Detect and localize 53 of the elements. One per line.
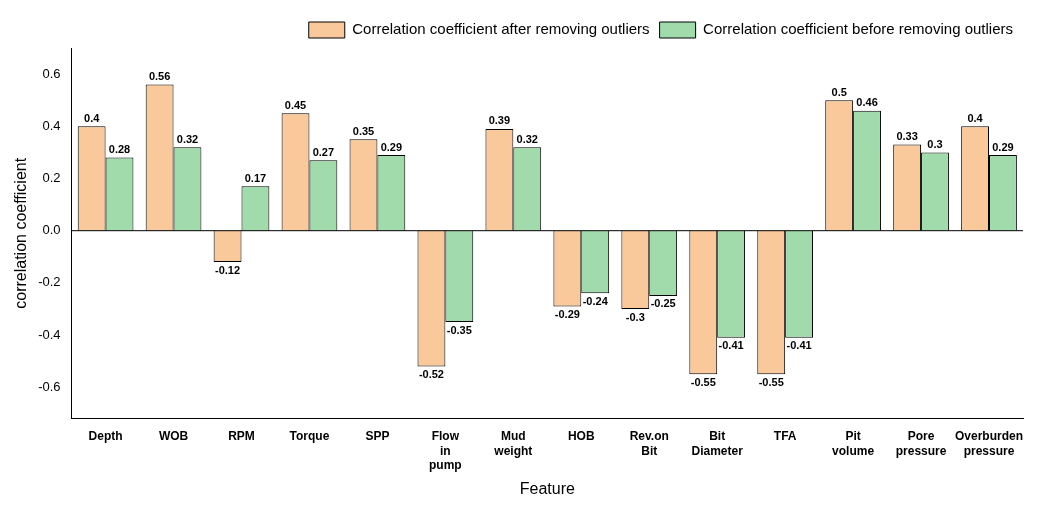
y-axis-title: correlation coefficient	[12, 157, 30, 309]
x-tick-label: Torque	[289, 429, 330, 444]
data-label: -0.41	[718, 339, 744, 352]
y-tick-label: 0.6	[42, 65, 61, 81]
x-tick-label: Flow in pump	[429, 429, 462, 472]
x-axis-title: Feature	[519, 479, 575, 497]
x-tick-label: Pore pressure	[895, 429, 947, 458]
data-label: 0.5	[831, 85, 847, 98]
data-label: 0.4	[84, 111, 101, 124]
data-label: -0.55	[758, 375, 784, 388]
data-label: 0.3	[927, 137, 943, 150]
x-tick-label: TFA	[773, 429, 797, 444]
data-label: 0.27	[312, 145, 335, 158]
y-tick-label: 0.2	[42, 170, 61, 186]
x-tick-label: Overburden pressure	[955, 429, 1024, 458]
data-label: 0.4	[967, 111, 984, 124]
data-label: 0.29	[992, 140, 1014, 153]
x-tick-label: SPP	[365, 429, 390, 444]
data-label: -0.55	[690, 375, 716, 388]
x-tick-label: Pit volume	[832, 429, 875, 458]
data-label: -0.3	[625, 310, 645, 323]
y-tick-label: -0.6	[38, 378, 61, 394]
y-tick-label: 0.0	[42, 222, 61, 238]
x-tick-label: RPM	[228, 429, 255, 444]
data-label: 0.45	[284, 98, 307, 111]
data-label: 0.39	[488, 114, 511, 127]
data-label: 0.32	[516, 132, 538, 145]
y-tick-label: -0.4	[38, 326, 61, 342]
data-label: 0.17	[244, 171, 267, 184]
data-label: -0.12	[215, 263, 241, 276]
data-label: -0.24	[582, 294, 609, 307]
legend-label: Correlation coefficient before removing outliers	[703, 20, 1014, 38]
data-label: -0.41	[786, 339, 812, 352]
data-label: -0.29	[554, 307, 580, 320]
x-tick-label: Depth	[88, 429, 123, 444]
x-tick-label: Mud weight	[493, 429, 533, 458]
x-tick-label: HOB	[567, 429, 595, 444]
data-label: -0.52	[418, 367, 444, 380]
data-label: 0.29	[380, 140, 403, 153]
x-tick-label: Bit Diameter	[691, 429, 744, 458]
data-label: -0.35	[446, 323, 472, 336]
data-label: -0.25	[650, 297, 676, 310]
y-tick-label: -0.2	[38, 274, 61, 290]
data-label: 0.32	[176, 132, 199, 145]
x-tick-label: WOB	[158, 429, 189, 444]
data-label: 0.46	[856, 96, 878, 109]
data-label: 0.56	[148, 70, 171, 83]
legend-label: Correlation coefficient after removing outliers	[352, 20, 650, 38]
x-tick-label: Rev.on Bit	[629, 429, 669, 458]
data-label: 0.35	[352, 124, 375, 137]
y-tick-label: 0.4	[42, 117, 61, 133]
data-label: 0.28	[108, 143, 131, 156]
data-label: 0.33	[896, 130, 918, 143]
